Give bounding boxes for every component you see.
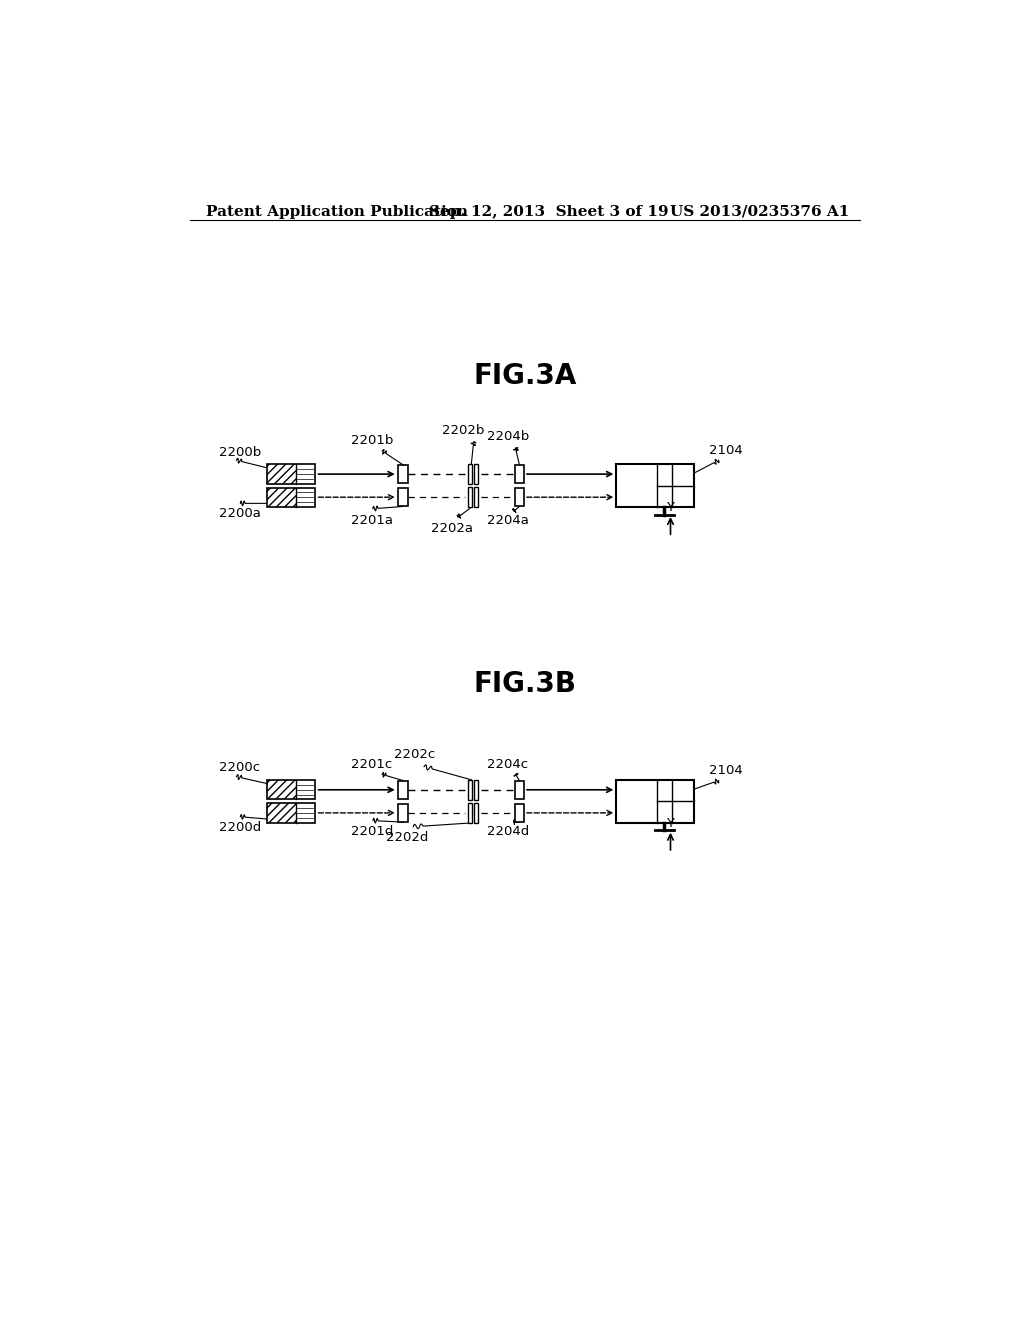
Bar bbox=[515, 488, 524, 507]
Text: Y: Y bbox=[667, 817, 675, 830]
Bar bbox=[266, 780, 314, 800]
Bar bbox=[398, 780, 408, 799]
Text: 2200b: 2200b bbox=[219, 446, 262, 459]
Text: Y: Y bbox=[667, 502, 675, 515]
Bar bbox=[266, 804, 296, 822]
Text: 2204b: 2204b bbox=[486, 430, 528, 444]
Text: 2201a: 2201a bbox=[351, 515, 393, 527]
Text: 2204c: 2204c bbox=[487, 758, 528, 771]
Text: 2202d: 2202d bbox=[386, 832, 428, 845]
Bar bbox=[266, 804, 314, 822]
Text: 2104: 2104 bbox=[710, 444, 743, 457]
Text: 2201b: 2201b bbox=[351, 434, 393, 447]
Bar bbox=[515, 804, 524, 822]
Text: 2200a: 2200a bbox=[219, 507, 261, 520]
Bar bbox=[266, 487, 314, 507]
Text: FIG.3A: FIG.3A bbox=[473, 363, 577, 391]
Text: 2202c: 2202c bbox=[394, 747, 435, 760]
Bar bbox=[474, 487, 478, 507]
Text: US 2013/0235376 A1: US 2013/0235376 A1 bbox=[671, 205, 850, 219]
Text: 2201d: 2201d bbox=[351, 825, 393, 838]
Bar bbox=[474, 465, 478, 484]
Bar bbox=[266, 780, 296, 800]
Bar bbox=[474, 780, 478, 800]
Text: 2202a: 2202a bbox=[431, 521, 473, 535]
Text: Sep. 12, 2013  Sheet 3 of 19: Sep. 12, 2013 Sheet 3 of 19 bbox=[429, 205, 669, 219]
Text: 2104: 2104 bbox=[710, 764, 743, 776]
Text: 2204a: 2204a bbox=[486, 515, 528, 527]
Text: Patent Application Publication: Patent Application Publication bbox=[206, 205, 468, 219]
Bar bbox=[398, 804, 408, 822]
Text: 2202b: 2202b bbox=[441, 424, 484, 437]
Bar bbox=[468, 780, 472, 800]
Text: 2200d: 2200d bbox=[219, 821, 262, 834]
Bar bbox=[266, 465, 314, 483]
Bar bbox=[266, 487, 296, 507]
Bar bbox=[468, 803, 472, 822]
Text: 2201c: 2201c bbox=[351, 758, 393, 771]
Bar bbox=[616, 780, 693, 822]
Bar bbox=[616, 465, 693, 507]
Text: FIG.3B: FIG.3B bbox=[473, 671, 577, 698]
Bar bbox=[468, 465, 472, 484]
Bar bbox=[515, 465, 524, 483]
Bar bbox=[474, 803, 478, 822]
Text: 2204d: 2204d bbox=[486, 825, 528, 838]
Bar bbox=[468, 487, 472, 507]
Text: 2200c: 2200c bbox=[219, 762, 260, 775]
Bar bbox=[266, 465, 296, 483]
Bar bbox=[398, 488, 408, 507]
Bar bbox=[515, 780, 524, 799]
Bar bbox=[398, 465, 408, 483]
